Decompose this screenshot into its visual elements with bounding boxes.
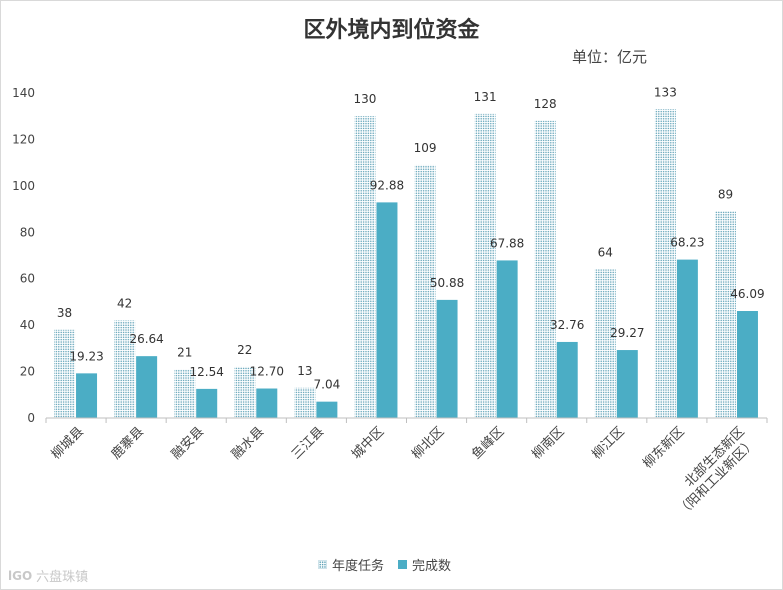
watermark-text: 六盘珠镇 bbox=[36, 570, 89, 585]
bar-done bbox=[316, 401, 338, 418]
data-label-done: 12.54 bbox=[190, 365, 224, 379]
x-tick-label: 鱼峰区 bbox=[469, 424, 508, 463]
bar-done bbox=[256, 388, 278, 418]
bar-done bbox=[496, 260, 518, 418]
y-tick-label: 140 bbox=[12, 86, 35, 100]
data-label-done: 46.09 bbox=[730, 287, 764, 301]
data-label-task: 13 bbox=[297, 364, 312, 378]
watermark-logo: lGO bbox=[8, 568, 33, 583]
bar-task bbox=[654, 109, 676, 418]
bar-task bbox=[234, 366, 256, 418]
bar-done bbox=[676, 259, 698, 418]
bar-done bbox=[436, 299, 458, 418]
bar-done bbox=[736, 311, 758, 418]
x-axis: 柳城县 鹿寨县 融安县 融水县 三江县 城中区 柳北区 鱼峰区 柳南区 柳江区 柳东新区北部生态新区… bbox=[45, 417, 768, 520]
bar-task bbox=[414, 164, 436, 418]
data-label-task: 42 bbox=[117, 297, 132, 311]
legend: 年度任务 完成数 bbox=[318, 555, 465, 574]
y-tick-label: 80 bbox=[20, 225, 35, 239]
legend-item-task: 年度任务 bbox=[318, 555, 384, 574]
x-tick-label: 柳城县 bbox=[49, 424, 87, 462]
legend-swatch-task bbox=[318, 560, 327, 569]
bar-task bbox=[474, 113, 496, 419]
data-label-task: 131 bbox=[474, 90, 497, 104]
y-tick-label: 20 bbox=[20, 365, 35, 379]
y-tick-label: 40 bbox=[20, 318, 35, 332]
x-tick-label: 柳北区 bbox=[409, 424, 447, 462]
data-label-done: 12.70 bbox=[250, 365, 284, 379]
bar-task bbox=[114, 320, 136, 418]
bar-task bbox=[294, 387, 316, 418]
data-label-task: 89 bbox=[718, 187, 733, 201]
data-label-done: 68.23 bbox=[670, 236, 704, 250]
bar-done bbox=[376, 202, 398, 418]
data-label-done: 50.88 bbox=[430, 276, 464, 290]
data-label-done: 29.27 bbox=[610, 326, 644, 340]
x-tick-label: 三江县 bbox=[289, 424, 327, 462]
legend-label-done: 完成数 bbox=[412, 559, 452, 574]
bar-done bbox=[196, 388, 218, 418]
data-label-done: 32.76 bbox=[550, 318, 584, 332]
x-tick-label: 柳南区 bbox=[529, 424, 568, 463]
data-label-task: 21 bbox=[177, 345, 192, 359]
data-label-task: 22 bbox=[237, 343, 252, 357]
data-label-done: 7.04 bbox=[314, 378, 341, 392]
bar-done bbox=[136, 356, 158, 418]
x-tick-label: 城中区 bbox=[349, 424, 387, 462]
bar-task bbox=[594, 269, 616, 418]
x-tick-label: 鹿寨县 bbox=[108, 424, 147, 463]
y-tick-label: 120 bbox=[12, 132, 35, 146]
y-tick-label: 100 bbox=[12, 179, 35, 193]
data-label-task: 109 bbox=[414, 141, 437, 155]
data-label-done: 19.23 bbox=[69, 349, 103, 363]
legend-item-done: 完成数 bbox=[398, 555, 451, 574]
legend-label-task: 年度任务 bbox=[332, 559, 385, 574]
unit-label: 单位：亿元 bbox=[572, 48, 648, 66]
legend-swatch-done bbox=[398, 560, 408, 569]
bar-task bbox=[354, 116, 376, 418]
data-label-done: 26.64 bbox=[129, 332, 163, 346]
bar-done bbox=[556, 341, 578, 418]
x-tick-label: 柳江区 bbox=[589, 424, 627, 462]
bar-task bbox=[714, 211, 736, 418]
bar-done bbox=[616, 350, 638, 418]
data-label-done: 67.88 bbox=[490, 236, 524, 250]
data-label-task: 128 bbox=[534, 97, 557, 111]
y-tick-label: 0 bbox=[27, 411, 35, 425]
x-tick-label: 柳东新区 bbox=[640, 424, 688, 472]
x-tick-label: 融安县 bbox=[169, 424, 207, 462]
x-tick-label: 融水县 bbox=[229, 424, 267, 462]
watermark: lGO 六盘珠镇 bbox=[8, 566, 89, 586]
data-label-done: 92.88 bbox=[370, 178, 404, 192]
y-tick-label: 60 bbox=[20, 272, 35, 286]
bar-done bbox=[76, 373, 98, 418]
y-axis: 0 20 40 60 80 100 120 140 bbox=[12, 86, 35, 425]
chart-title: 区外境内到位资金 bbox=[303, 18, 480, 43]
bars: 38 19.23 42 26.64 21 12.54 22 12.70 137.04 130 92.… bbox=[54, 85, 765, 419]
bar-task bbox=[174, 369, 196, 418]
data-label-task: 38 bbox=[57, 306, 72, 320]
data-label-task: 133 bbox=[654, 85, 677, 99]
data-label-task: 130 bbox=[354, 92, 377, 106]
bar-task bbox=[534, 120, 556, 418]
bar-task bbox=[54, 329, 76, 418]
data-label-task: 64 bbox=[598, 245, 613, 259]
